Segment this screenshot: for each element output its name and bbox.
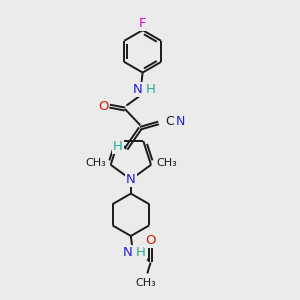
Text: N: N xyxy=(126,173,136,186)
Text: N: N xyxy=(176,115,186,128)
Text: H: H xyxy=(113,140,123,153)
Text: N: N xyxy=(123,246,133,259)
Text: O: O xyxy=(145,234,156,247)
Text: CH₃: CH₃ xyxy=(85,158,106,168)
Text: CH₃: CH₃ xyxy=(136,278,157,288)
Text: H: H xyxy=(146,83,155,96)
Text: O: O xyxy=(98,100,108,112)
Text: N: N xyxy=(133,83,142,96)
Text: CH₃: CH₃ xyxy=(156,158,177,168)
Text: C: C xyxy=(165,115,174,128)
Text: F: F xyxy=(139,17,146,30)
Text: H: H xyxy=(136,246,146,259)
